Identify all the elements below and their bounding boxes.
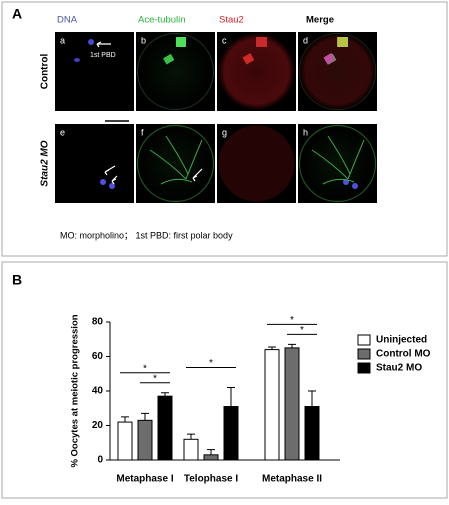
legend-label: Uninjected <box>376 335 427 346</box>
error-bar <box>227 387 235 407</box>
dna <box>352 183 358 189</box>
dna <box>109 183 115 189</box>
oocyte <box>136 124 215 203</box>
legend-label: Stau2 MO <box>376 363 422 374</box>
significance-star: * <box>300 325 304 336</box>
stau2 <box>323 53 336 65</box>
micrograph <box>55 32 134 111</box>
stau2 <box>256 37 267 47</box>
error-bar <box>308 390 316 407</box>
x-tick-label: Metaphase I <box>116 474 173 485</box>
bar <box>284 347 300 461</box>
bar <box>183 438 199 461</box>
legend-swatch <box>357 362 371 374</box>
error-bar <box>141 412 149 421</box>
dna <box>88 39 94 45</box>
row-label: Stau2 MO <box>40 140 51 186</box>
subpanel-letter: b <box>141 35 146 45</box>
bar <box>304 406 320 461</box>
y-tick-label: 80 <box>92 317 104 328</box>
significance-star: * <box>290 315 294 326</box>
oocyte <box>218 33 295 110</box>
bar <box>223 406 239 461</box>
y-tick-label: 60 <box>92 351 104 362</box>
y-tick-label: 20 <box>92 420 104 431</box>
micrographs: a b c d e f g h 1st PBD <box>55 32 377 203</box>
x-tick-label: Telophase I <box>184 474 238 485</box>
caption: MO: morpholino； 1st PBD: first polar bod… <box>60 230 233 240</box>
subpanel-letter: d <box>303 35 308 45</box>
dna <box>100 179 106 185</box>
error-bar <box>288 343 296 348</box>
microtubules <box>149 135 203 185</box>
arrow <box>104 165 116 176</box>
dna <box>74 58 80 62</box>
column-header: Merge <box>306 15 334 26</box>
bar <box>117 421 133 461</box>
annotation: 1st PBD <box>90 52 116 59</box>
panel-b-frame <box>1 261 448 499</box>
stau2 <box>337 37 348 47</box>
significance-star: * <box>143 363 147 374</box>
error-bar <box>187 433 195 440</box>
subpanel-letter: g <box>222 127 227 137</box>
error-bar <box>161 392 169 397</box>
column-header: Ace-tubulin <box>138 15 186 26</box>
bar <box>137 419 153 461</box>
oocyte <box>298 124 377 203</box>
bar <box>264 349 280 461</box>
row-label: Control <box>40 54 51 90</box>
bar <box>157 395 173 461</box>
y-tick-label: 0 <box>97 455 103 466</box>
oocyte <box>136 32 215 111</box>
y-tick-label: 40 <box>92 386 104 397</box>
spindle <box>163 53 175 65</box>
error-bar <box>268 346 276 350</box>
arrow <box>192 168 203 182</box>
panel-label: A <box>12 6 22 22</box>
column-header: DNA <box>57 15 78 26</box>
arrow <box>96 41 111 48</box>
subpanel-letter: h <box>303 127 308 137</box>
panel-label: B <box>12 272 22 288</box>
error-bar <box>207 449 215 455</box>
microtubules <box>311 135 365 185</box>
micrograph <box>55 124 134 203</box>
significance-star: * <box>153 373 157 384</box>
arrow <box>111 175 118 185</box>
spindle <box>176 37 186 47</box>
stau2 <box>242 53 255 65</box>
y-axis-label: % Oocytes at meiotic progression <box>70 314 81 467</box>
subpanel-letter: f <box>141 127 144 137</box>
oocyte <box>299 33 376 110</box>
error-bar <box>121 416 129 423</box>
subpanel-letter: c <box>222 35 227 45</box>
bar <box>203 454 219 461</box>
legend-swatch <box>357 334 371 346</box>
significance-star: * <box>209 358 213 369</box>
legend-label: Control MO <box>376 349 431 360</box>
panel-a-frame <box>1 1 448 257</box>
oocyte <box>218 125 295 202</box>
x-tick-label: Metaphase II <box>262 474 322 485</box>
legend-swatch <box>357 348 371 360</box>
subpanel-letter: a <box>60 35 65 45</box>
subpanel-letter: e <box>60 127 65 137</box>
column-header: Stau2 <box>219 15 244 26</box>
